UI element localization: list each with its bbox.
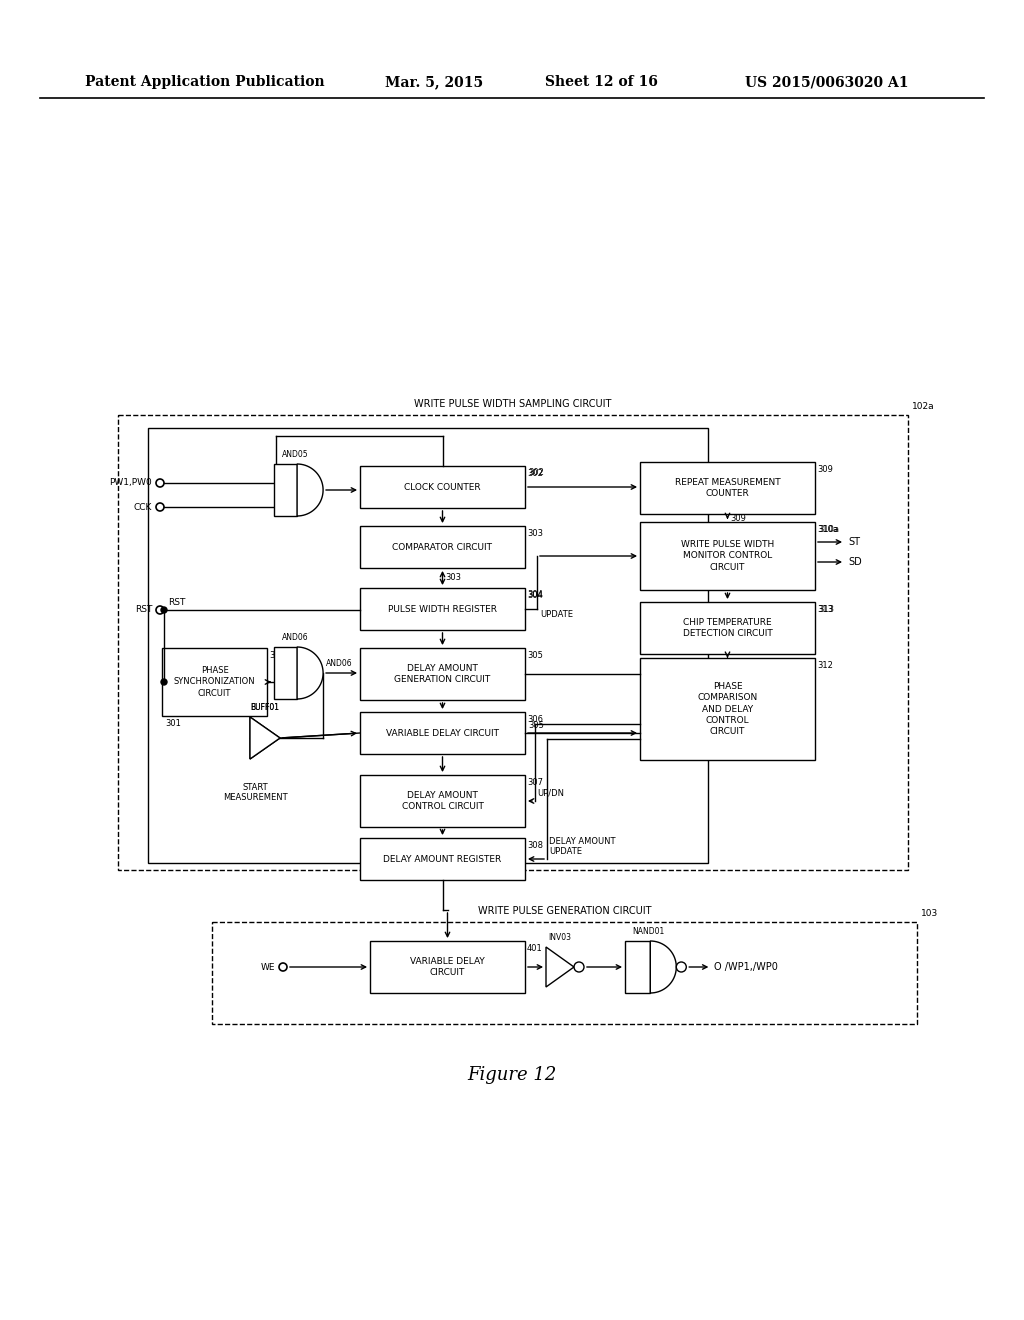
Polygon shape: [297, 465, 324, 516]
Text: Sheet 12 of 16: Sheet 12 of 16: [545, 75, 657, 88]
Text: 102a: 102a: [912, 403, 935, 411]
Bar: [370, 941, 525, 993]
Text: US 2015/0063020 A1: US 2015/0063020 A1: [745, 75, 908, 88]
Polygon shape: [297, 647, 324, 700]
Text: ST: ST: [848, 537, 860, 546]
Text: 308: 308: [527, 841, 543, 850]
Text: 312: 312: [817, 661, 833, 671]
Text: 313: 313: [818, 605, 834, 614]
Text: 310a: 310a: [818, 525, 839, 535]
Bar: [360, 525, 525, 568]
Text: 301: 301: [165, 719, 181, 729]
Text: 307: 307: [527, 777, 543, 787]
Text: WRITE PULSE WIDTH
MONITOR CONTROL
CIRCUIT: WRITE PULSE WIDTH MONITOR CONTROL CIRCUI…: [681, 540, 774, 572]
Text: BUFF01: BUFF01: [251, 704, 280, 711]
Text: COMPARATOR CIRCUIT: COMPARATOR CIRCUIT: [392, 543, 493, 552]
Text: UPDATE: UPDATE: [540, 610, 573, 619]
Text: RST: RST: [134, 606, 152, 615]
Text: DELAY AMOUNT
CONTROL CIRCUIT: DELAY AMOUNT CONTROL CIRCUIT: [401, 791, 483, 810]
Bar: [360, 587, 525, 630]
Text: Mar. 5, 2015: Mar. 5, 2015: [385, 75, 483, 88]
Text: AND05: AND05: [282, 450, 308, 459]
Circle shape: [161, 607, 167, 612]
Text: REPEAT MEASUREMENT
COUNTER: REPEAT MEASUREMENT COUNTER: [675, 478, 780, 498]
Bar: [360, 648, 525, 700]
Text: 304: 304: [527, 590, 543, 599]
Text: DELAY AMOUNT REGISTER: DELAY AMOUNT REGISTER: [383, 854, 502, 863]
Bar: [640, 521, 815, 590]
Bar: [640, 462, 815, 513]
Polygon shape: [625, 941, 650, 993]
Circle shape: [161, 678, 167, 685]
Bar: [640, 657, 815, 760]
Polygon shape: [274, 465, 297, 516]
Text: VARIABLE DELAY
CIRCUIT: VARIABLE DELAY CIRCUIT: [411, 957, 485, 977]
Bar: [162, 648, 267, 715]
Text: DELAY AMOUNT
GENERATION CIRCUIT: DELAY AMOUNT GENERATION CIRCUIT: [394, 664, 490, 684]
Text: BUFF01: BUFF01: [251, 704, 280, 711]
Text: NAND01: NAND01: [632, 927, 665, 936]
Polygon shape: [650, 941, 676, 993]
Text: VARIABLE DELAY CIRCUIT: VARIABLE DELAY CIRCUIT: [386, 729, 499, 738]
Text: 103: 103: [921, 909, 938, 917]
Text: 302: 302: [527, 469, 543, 478]
Text: CLOCK COUNTER: CLOCK COUNTER: [404, 483, 481, 491]
Text: INV03: INV03: [549, 933, 571, 942]
Text: 401: 401: [527, 944, 543, 953]
Text: WRITE PULSE GENERATION CIRCUIT: WRITE PULSE GENERATION CIRCUIT: [478, 906, 651, 916]
Bar: [148, 428, 708, 863]
Text: PW1,PW0: PW1,PW0: [110, 479, 152, 487]
Text: START
MEASUREMENT: START MEASUREMENT: [222, 783, 288, 803]
Text: 303: 303: [527, 529, 543, 539]
Text: AND06: AND06: [326, 659, 352, 668]
Text: SD: SD: [848, 557, 862, 568]
Text: CHIP TEMPERATURE
DETECTION CIRCUIT: CHIP TEMPERATURE DETECTION CIRCUIT: [683, 618, 772, 638]
Polygon shape: [274, 647, 297, 700]
Bar: [640, 602, 815, 653]
Text: CCK: CCK: [133, 503, 152, 511]
Text: 301: 301: [269, 651, 285, 660]
Bar: [360, 838, 525, 880]
Text: 309: 309: [730, 513, 746, 523]
Text: 305: 305: [527, 651, 543, 660]
Text: WRITE PULSE WIDTH SAMPLING CIRCUIT: WRITE PULSE WIDTH SAMPLING CIRCUIT: [415, 399, 611, 409]
Text: 303: 303: [445, 573, 462, 582]
Bar: [118, 414, 908, 870]
Polygon shape: [250, 717, 280, 759]
Text: 313: 313: [817, 605, 833, 614]
Polygon shape: [546, 946, 574, 987]
Text: 304: 304: [527, 591, 543, 601]
Bar: [212, 921, 918, 1024]
Text: 302: 302: [528, 469, 544, 477]
Polygon shape: [250, 717, 280, 759]
Text: O /WP1,/WP0: O /WP1,/WP0: [715, 962, 778, 972]
Text: PULSE WIDTH REGISTER: PULSE WIDTH REGISTER: [388, 605, 497, 614]
Text: DELAY AMOUNT
UPDATE: DELAY AMOUNT UPDATE: [549, 837, 615, 855]
Text: PHASE
SYNCHRONIZATION
CIRCUIT: PHASE SYNCHRONIZATION CIRCUIT: [174, 667, 255, 697]
Text: PHASE
COMPARISON
AND DELAY
CONTROL
CIRCUIT: PHASE COMPARISON AND DELAY CONTROL CIRCU…: [697, 682, 758, 735]
Bar: [360, 775, 525, 828]
Text: AND06: AND06: [282, 634, 308, 642]
Text: Patent Application Publication: Patent Application Publication: [85, 75, 325, 88]
Text: Figure 12: Figure 12: [467, 1067, 557, 1084]
Bar: [360, 466, 525, 508]
Text: 309: 309: [817, 465, 833, 474]
Text: WE: WE: [260, 962, 275, 972]
Text: 310a: 310a: [817, 525, 838, 535]
Text: UP/DN: UP/DN: [537, 789, 564, 799]
Text: 305: 305: [528, 721, 544, 730]
Bar: [360, 711, 525, 754]
Text: RST: RST: [168, 598, 185, 607]
Text: 306: 306: [527, 715, 543, 723]
